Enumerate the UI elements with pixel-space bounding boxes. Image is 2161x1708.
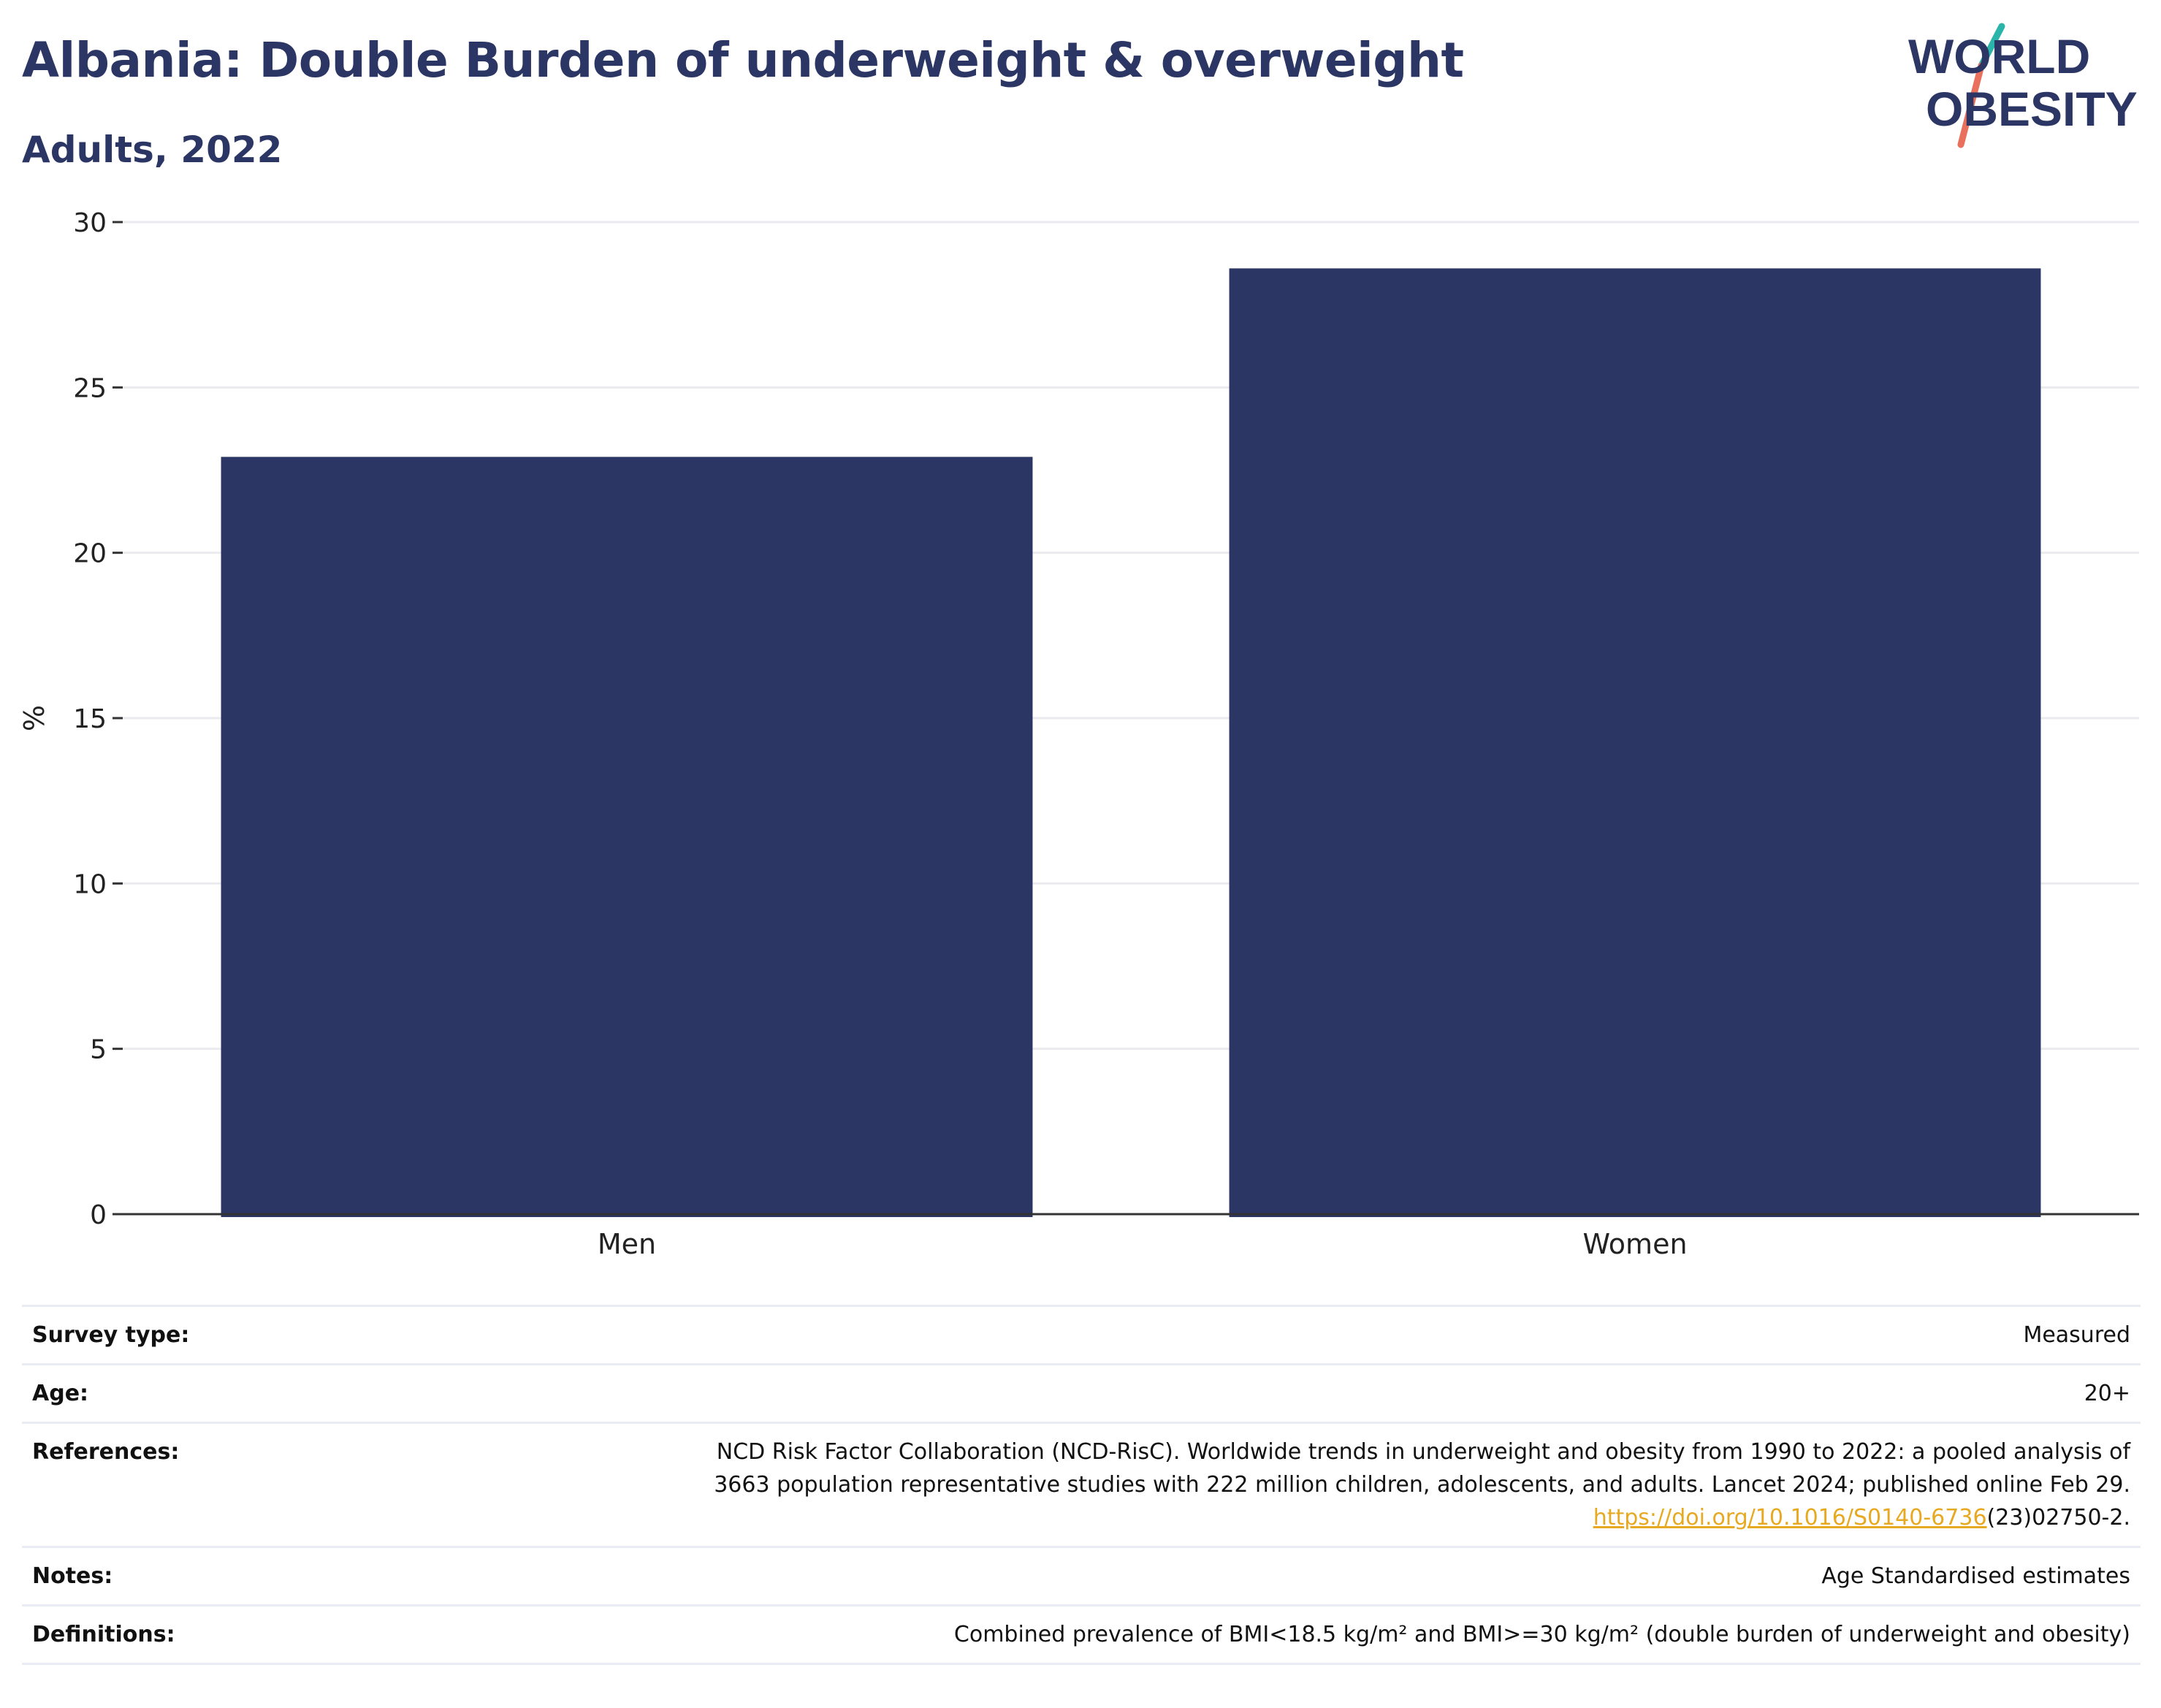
chart-title: Albania: Double Burden of underweight & … [22,32,1464,88]
logo-slash-coral [1957,62,1985,148]
info-row-notes: Notes: Age Standardised estimates [22,1546,2141,1606]
logo-word-world: WORLD [1908,29,2090,83]
bar-chart: 0 5 10 15 20 25 30 Men Women % [18,208,2139,1257]
reference-doi-link[interactable]: https://doi.org/10.1016/S0140-6736 [1593,1505,1987,1530]
x-tick-label-women: Women [1582,1228,1687,1257]
y-axis-ticks: 0 5 10 15 20 25 30 [73,208,123,1230]
references-value: NCD Risk Factor Collaboration (NCD-RisC)… [305,1422,2141,1548]
info-row-definitions: Definitions: Combined prevalence of BMI<… [22,1604,2141,1665]
info-row-references: References: NCD Risk Factor Collaboratio… [22,1422,2141,1548]
reference-doi-suffix: (23)02750-2. [1986,1505,2130,1530]
age-value: 20+ [305,1363,2141,1424]
chart-subtitle: Adults, 2022 [22,129,283,171]
y-tick-label-20: 20 [73,539,107,569]
bar-men [221,457,1033,1217]
x-tick-label-men: Men [598,1228,656,1257]
x-axis-labels: Men Women [598,1228,1688,1257]
info-table: Survey type: Measured Age: 20+ Reference… [22,1305,2141,1665]
info-row-survey-type: Survey type: Measured [22,1305,2141,1365]
references-line-1: NCD Risk Factor Collaboration (NCD-RisC)… [716,1439,2130,1465]
references-line-3: https://doi.org/10.1016/S0140-6736(23)02… [316,1501,2130,1534]
notes-label: Notes: [22,1546,305,1606]
references-label: References: [22,1422,305,1548]
y-tick-label-30: 30 [73,208,107,238]
notes-value: Age Standardised estimates [305,1546,2141,1606]
y-tick-label-0: 0 [90,1200,107,1230]
world-obesity-logo: WORLD OBESITY [1908,23,2138,148]
y-tick-label-25: 25 [73,373,107,403]
survey-type-value: Measured [305,1305,2141,1365]
age-label: Age: [22,1363,305,1424]
logo-word-obesity: OBESITY [1926,82,2138,136]
references-line-2: 3663 population representative studies w… [714,1472,2130,1498]
y-tick-label-15: 15 [73,704,107,734]
definitions-value: Combined prevalence of BMI<18.5 kg/m² an… [305,1604,2141,1665]
y-tick-label-5: 5 [90,1035,107,1065]
y-axis-title: % [18,705,50,731]
y-tick-label-10: 10 [73,869,107,899]
bar-women [1229,268,2041,1218]
logo-slash-teal [1978,23,2005,69]
bars [221,268,2041,1218]
info-row-age: Age: 20+ [22,1363,2141,1424]
survey-type-label: Survey type: [22,1305,305,1365]
definitions-label: Definitions: [22,1604,305,1665]
